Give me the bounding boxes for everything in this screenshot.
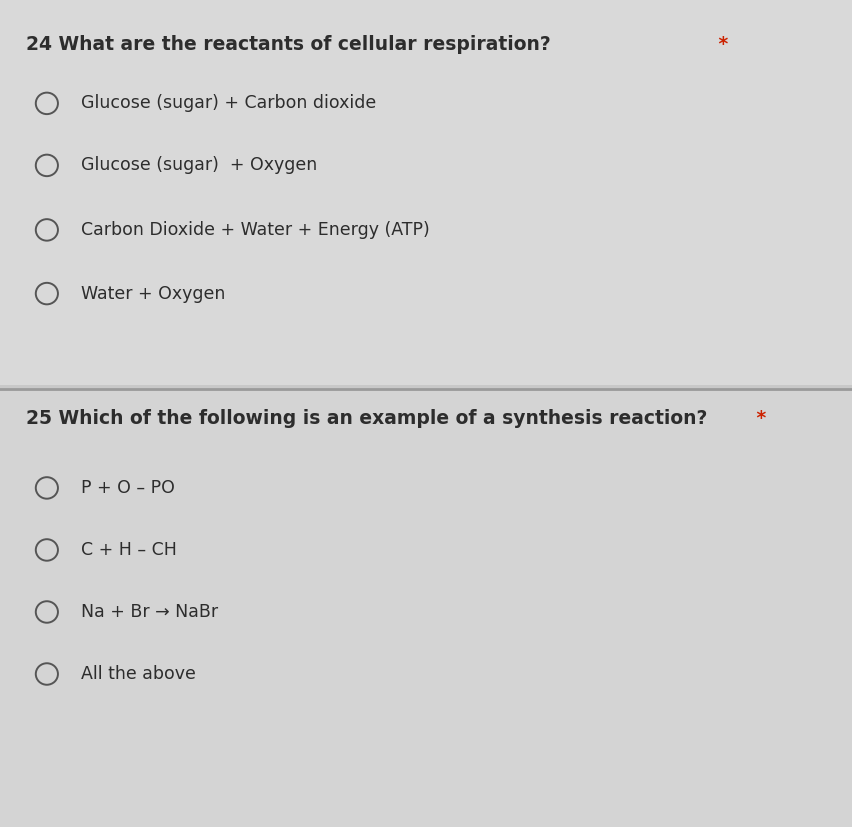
Text: Glucose (sugar) + Carbon dioxide: Glucose (sugar) + Carbon dioxide	[81, 94, 377, 112]
Text: Carbon Dioxide + Water + Energy (ATP): Carbon Dioxide + Water + Energy (ATP)	[81, 221, 429, 239]
Bar	[0, 391, 852, 827]
Text: P + O – PO: P + O – PO	[81, 479, 175, 497]
Text: Glucose (sugar)  + Oxygen: Glucose (sugar) + Oxygen	[81, 156, 317, 174]
Bar	[0, 0, 852, 385]
Text: C + H – CH: C + H – CH	[81, 541, 177, 559]
Text: Na + Br → NaBr: Na + Br → NaBr	[81, 603, 218, 621]
Text: 24 What are the reactants of cellular respiration?: 24 What are the reactants of cellular re…	[26, 35, 550, 54]
Text: 25 Which of the following is an example of a synthesis reaction?: 25 Which of the following is an example …	[26, 409, 707, 428]
Text: All the above: All the above	[81, 665, 196, 683]
Text: Water + Oxygen: Water + Oxygen	[81, 284, 225, 303]
Text: *: *	[750, 409, 766, 428]
Text: *: *	[712, 35, 728, 54]
